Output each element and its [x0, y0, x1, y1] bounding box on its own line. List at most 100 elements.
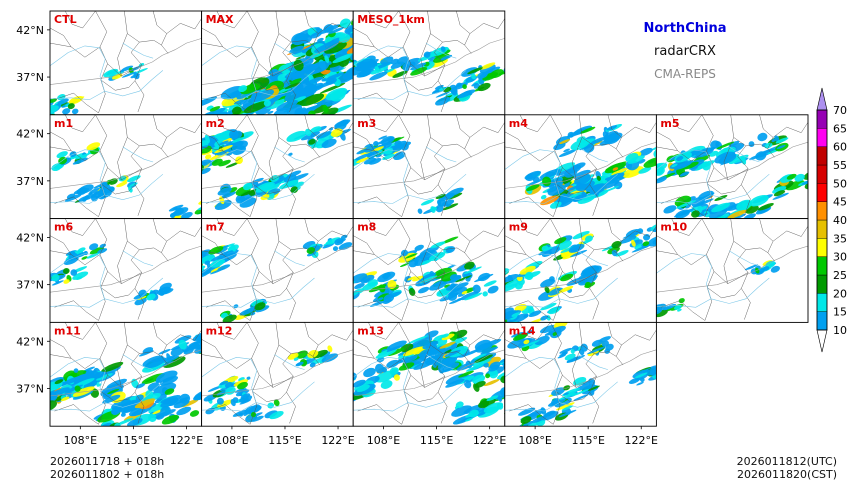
river-line	[425, 146, 457, 163]
echo-blob	[638, 147, 653, 157]
coastline	[504, 349, 657, 397]
echo-blob	[289, 45, 305, 54]
echo-blob	[615, 250, 629, 257]
echo-blob	[320, 107, 339, 115]
echo-blob	[368, 158, 382, 165]
echo-blob	[716, 141, 735, 150]
river-line	[201, 298, 257, 308]
echo-blob	[559, 352, 568, 357]
y-tick-label: 42°N	[16, 231, 44, 244]
province-border	[707, 287, 742, 299]
echo-blob	[22, 395, 30, 406]
echo-blob	[158, 348, 171, 355]
panel-background	[353, 218, 505, 323]
echo-blob	[638, 166, 652, 174]
province-border	[139, 247, 162, 253]
echo-blob	[162, 394, 181, 405]
province-border	[117, 241, 128, 284]
province-border	[723, 241, 734, 284]
echo-blob	[534, 335, 550, 345]
province-border	[259, 167, 294, 181]
colorbar-frame	[816, 109, 828, 331]
echo-blob	[682, 161, 699, 170]
echo-blob	[662, 363, 681, 375]
echo-blob	[135, 383, 146, 389]
echo-blob	[277, 73, 287, 82]
echo-blob	[547, 184, 566, 196]
province-border	[216, 322, 248, 340]
echo-blob	[477, 82, 491, 92]
echo-blob	[345, 25, 354, 33]
river-line	[274, 250, 305, 267]
echo-blob	[135, 394, 144, 401]
river-line	[104, 173, 164, 201]
echo-blob	[568, 191, 583, 198]
echo-blob	[525, 271, 534, 281]
echo-blob	[380, 136, 395, 145]
echo-blob	[138, 349, 154, 357]
river-line	[50, 253, 106, 299]
echo-blob	[322, 242, 335, 249]
echo-blob	[129, 182, 138, 187]
echo-blob	[309, 126, 322, 134]
panel-m9: m9	[504, 218, 657, 323]
panel-label: m1	[54, 117, 73, 130]
echo-blob	[785, 180, 805, 191]
echo-blob	[579, 276, 589, 284]
panel-label: m12	[206, 324, 233, 337]
province-border	[117, 137, 128, 180]
coastline	[201, 141, 354, 189]
echo-blob	[674, 304, 682, 310]
echo-blob	[86, 142, 101, 151]
colorbar-tick-label: 50	[833, 177, 847, 190]
province-border	[318, 225, 354, 242]
echo-blob	[152, 409, 163, 415]
echo-blob	[289, 78, 303, 85]
echo-blob	[375, 348, 397, 359]
echo-blob	[544, 331, 553, 336]
echo-blob	[338, 242, 353, 251]
echo-blob	[771, 138, 776, 142]
init-time-utc: 2026011718 + 018h	[50, 455, 165, 468]
echo-blob	[483, 280, 497, 287]
echo-blob	[655, 361, 673, 374]
province-border	[100, 79, 136, 91]
echo-blob	[695, 167, 702, 171]
echo-blob	[193, 390, 202, 401]
echo-blob	[299, 93, 325, 107]
province-border	[442, 40, 465, 46]
echo-blob	[420, 259, 432, 266]
echo-blob	[382, 153, 395, 160]
echo-blob	[111, 73, 123, 80]
echo-blob	[418, 348, 434, 359]
echo-blob	[430, 206, 437, 212]
province-border	[100, 391, 136, 402]
echo-blob	[393, 374, 400, 381]
echo-blob	[375, 363, 385, 374]
province-border	[107, 63, 142, 77]
echo-blob	[557, 196, 570, 203]
reflectivity-echoes	[201, 234, 353, 323]
echo-blob	[354, 153, 371, 161]
echo-blob	[464, 292, 483, 301]
river-line	[559, 381, 618, 408]
echo-blob	[444, 284, 451, 288]
province-border	[420, 241, 431, 284]
echo-blob	[323, 24, 334, 33]
echo-blob	[558, 149, 577, 158]
echo-blob	[50, 105, 59, 115]
echo-blob	[170, 347, 184, 357]
echo-blob	[441, 199, 455, 207]
echo-blob	[66, 193, 76, 200]
echo-blob	[51, 274, 60, 282]
echo-blob	[201, 271, 210, 278]
province-border	[420, 137, 431, 180]
colorbar-segment	[816, 293, 828, 312]
river-line	[122, 146, 154, 163]
panel-label: m10	[660, 221, 687, 234]
echo-blob	[526, 184, 540, 192]
echo-blob	[701, 212, 709, 217]
echo-blob	[437, 199, 442, 206]
province-border	[252, 183, 287, 195]
echo-blob	[194, 207, 202, 215]
